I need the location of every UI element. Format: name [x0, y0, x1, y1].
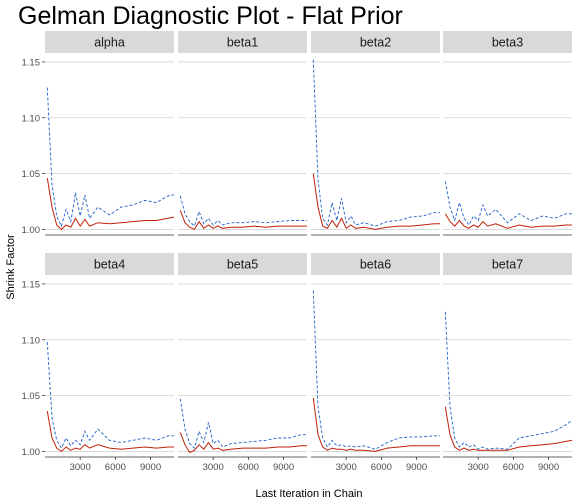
- y-tick-label: 1.00: [22, 447, 41, 458]
- panel-beta5: beta5 3000 6000 9000: [178, 253, 307, 473]
- x-axis-label: Last Iteration in Chain: [255, 488, 362, 500]
- y-tick-label: 1.10: [22, 335, 41, 346]
- y-tick-label: 1.00: [22, 225, 41, 236]
- x-tick-label: 6000: [105, 462, 126, 473]
- panel-strip: [311, 253, 440, 275]
- series-upper-line: [312, 290, 440, 450]
- series-median-line: [179, 210, 307, 231]
- series-median-line: [444, 213, 572, 229]
- x-tick-label: 6000: [238, 462, 259, 473]
- chart-title: Gelman Diagnostic Plot - Flat Prior: [18, 2, 403, 30]
- panel-strip-label: beta7: [492, 258, 523, 272]
- panel-strip-label: beta3: [492, 36, 523, 50]
- y-tick-label: 1.15: [22, 57, 41, 68]
- panel-strip-label: beta5: [227, 258, 258, 272]
- series-upper-line: [179, 195, 307, 227]
- y-tick-label: 1.05: [22, 169, 41, 180]
- x-tick-label: 9000: [406, 462, 427, 473]
- panel-beta4: beta4 1.00 1.05 1.10 1.15 3000 6000 9000: [22, 253, 174, 473]
- series-median-line: [312, 397, 440, 452]
- x-tick-label: 9000: [140, 462, 161, 473]
- panel-strip: [178, 31, 307, 53]
- x-tick-label: 9000: [273, 462, 294, 473]
- series-upper-line: [444, 311, 573, 450]
- series-median-line: [46, 178, 175, 231]
- series-median-line: [46, 411, 174, 453]
- y-axis-label: Shrink Factor: [5, 234, 17, 300]
- panel-strip: [178, 253, 307, 275]
- series-upper-line: [312, 59, 440, 227]
- panel-strip-label: alpha: [94, 36, 125, 50]
- series-median-line: [179, 432, 307, 454]
- panels-layer: alpha 1.00 1.05 1.10 1.15 beta1 beta2 beta3 beta…: [22, 31, 573, 473]
- x-tick-label: 6000: [503, 462, 524, 473]
- x-tick-label: 3000: [70, 462, 91, 473]
- panel-beta7: beta7 3000 6000 9000: [443, 253, 573, 473]
- x-tick-label: 3000: [203, 462, 224, 473]
- panel-strip: [443, 31, 572, 53]
- y-tick-label: 1.10: [22, 113, 41, 124]
- panel-beta6: beta6 3000 6000 9000: [311, 253, 440, 473]
- x-tick-label: 6000: [371, 462, 392, 473]
- series-median-line: [444, 406, 573, 451]
- series-upper-line: [179, 398, 307, 449]
- panel-alpha: alpha 1.00 1.05 1.10 1.15: [22, 31, 175, 236]
- x-tick-label: 9000: [538, 462, 559, 473]
- panel-beta2: beta2: [311, 31, 440, 236]
- panel-strip-label: beta4: [94, 258, 125, 272]
- panel-strip: [443, 253, 572, 275]
- series-upper-line: [46, 341, 174, 450]
- panel-strip: [311, 31, 440, 53]
- panel-strip: [45, 253, 174, 275]
- x-tick-label: 3000: [468, 462, 489, 473]
- series-upper-line: [46, 87, 175, 228]
- series-upper-line: [444, 181, 572, 226]
- panel-strip-label: beta6: [360, 258, 391, 272]
- series-median-line: [312, 173, 440, 230]
- y-tick-label: 1.15: [22, 279, 41, 290]
- panel-strip: [45, 31, 174, 53]
- panel-beta1: beta1: [178, 31, 307, 236]
- panel-strip-label: beta2: [360, 36, 391, 50]
- y-tick-label: 1.05: [22, 391, 41, 402]
- panel-strip-label: beta1: [227, 36, 258, 50]
- x-tick-label: 3000: [336, 462, 357, 473]
- panel-beta3: beta3: [443, 31, 572, 236]
